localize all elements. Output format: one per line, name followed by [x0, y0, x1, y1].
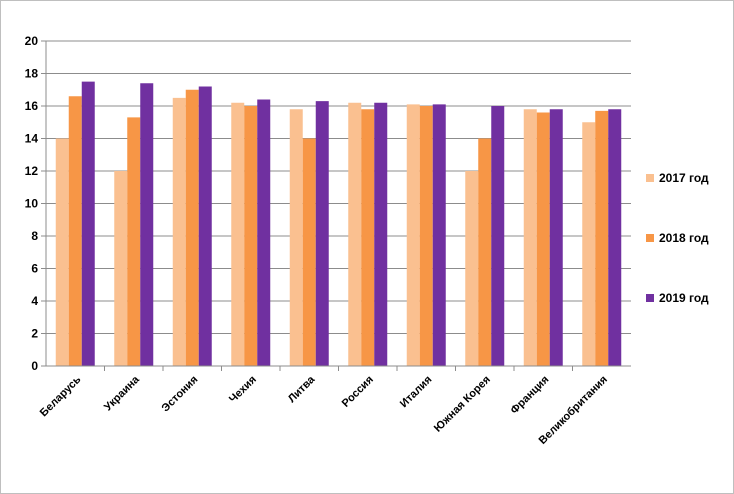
bar-3-7: [432, 104, 446, 366]
bar-2-5: [302, 138, 316, 366]
bar-1-9: [523, 109, 537, 366]
bar-2-4: [244, 106, 258, 366]
legend: 2017 год 2018 год 2019 год: [646, 171, 709, 305]
bar-1-1: [55, 138, 69, 366]
bar-2-10: [595, 110, 609, 366]
y-tick-label: 14: [25, 132, 39, 146]
x-tick-label: Эстония: [160, 374, 201, 415]
x-tick-label: Чехия: [227, 374, 259, 406]
legend-label-1: 2017 год: [659, 171, 709, 185]
y-tick-label: 12: [25, 164, 39, 178]
bar-3-2: [140, 83, 154, 366]
x-tick-label: Южная Корея: [432, 374, 493, 435]
bar-1-4: [231, 102, 245, 366]
bar-1-5: [289, 109, 303, 366]
y-tick-label: 0: [31, 359, 38, 373]
bar-1-7: [406, 104, 420, 366]
y-tick-label: 4: [31, 294, 38, 308]
bar-3-3: [198, 86, 212, 366]
bar-1-3: [172, 97, 186, 366]
y-tick-label: 16: [25, 99, 39, 113]
legend-swatch-1: [646, 174, 654, 182]
axes: [45, 41, 631, 371]
bar-2-7: [419, 106, 433, 366]
y-tick-label: 2: [31, 327, 38, 341]
bar-3-8: [491, 106, 505, 366]
bar-3-9: [549, 109, 563, 366]
bar-2-6: [361, 109, 375, 366]
bar-1-2: [114, 171, 128, 366]
bar-2-8: [478, 138, 492, 366]
x-tick-labels: Беларусь Украина Эстония Чехия Литва Россия Ит…: [38, 373, 610, 447]
y-tick-labels: 0 2 4 6 8 10 12 14 16 18 20: [25, 34, 39, 373]
x-tick-label: Беларусь: [38, 373, 84, 419]
y-tick-label: 10: [25, 197, 39, 211]
bar-1-8: [465, 171, 479, 366]
y-tick-label: 20: [25, 34, 39, 48]
bar-3-1: [81, 81, 95, 366]
x-tick-label: Литва: [286, 373, 318, 405]
legend-swatch-2: [646, 234, 654, 242]
legend-label-2: 2018 год: [659, 231, 709, 245]
bar-3-10: [608, 109, 622, 366]
bar-2-9: [536, 112, 550, 366]
bar-3-4: [257, 99, 271, 366]
x-tick-label: Украина: [102, 373, 142, 413]
y-tick-label: 8: [31, 229, 38, 243]
x-tick-label: Италия: [398, 374, 434, 410]
y-tick-label: 18: [25, 67, 39, 81]
bar-2-2: [127, 117, 141, 366]
bar-3-5: [315, 101, 329, 366]
bar-3-6: [374, 102, 388, 366]
bars: [55, 81, 622, 366]
x-tick-label: Россия: [340, 374, 376, 410]
x-tick-label: Франция: [508, 374, 551, 417]
bar-2-3: [185, 89, 199, 366]
legend-label-3: 2019 год: [659, 291, 709, 305]
bar-1-6: [348, 102, 362, 366]
y-tick-label: 6: [31, 262, 38, 276]
bar-2-1: [68, 96, 82, 366]
bar-1-10: [582, 122, 596, 366]
legend-swatch-3: [646, 294, 654, 302]
